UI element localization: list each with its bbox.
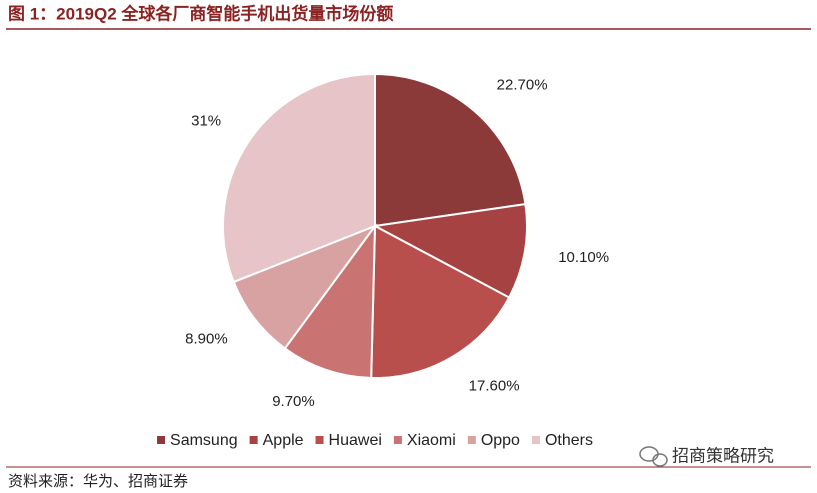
pie-slice xyxy=(232,223,378,350)
legend-swatch xyxy=(315,436,324,444)
legend-swatch xyxy=(467,436,476,444)
watermark-icon xyxy=(639,446,668,467)
chart-title: 图 1：2019Q2 全球各厂商智能手机出货量市场份额 xyxy=(8,3,393,23)
pie-slice xyxy=(283,222,377,379)
pie-slice xyxy=(222,72,376,284)
data-label: 22.70% xyxy=(497,76,548,93)
legend-label: Xiaomi xyxy=(407,432,456,449)
pie-slice xyxy=(370,224,511,379)
data-label: 8.90% xyxy=(185,331,228,348)
legend-swatch xyxy=(531,436,540,444)
legend-label: Oppo xyxy=(481,432,520,449)
legend-label: Others xyxy=(545,432,593,449)
data-label: 9.70% xyxy=(272,393,315,410)
pie-slice xyxy=(374,72,527,228)
legend-swatch xyxy=(157,436,166,444)
legend-label: Huawei xyxy=(329,432,382,449)
source: 资料来源：华为、招商证券 xyxy=(8,473,188,490)
legend-label: Samsung xyxy=(170,432,238,449)
data-label: 10.10% xyxy=(558,249,609,266)
pie-slice xyxy=(371,202,528,299)
watermark: 招商策略研究 xyxy=(672,446,774,465)
data-label: 31% xyxy=(191,112,221,129)
legend-swatch xyxy=(393,436,402,444)
data-label: 17.60% xyxy=(469,378,520,395)
legend-swatch xyxy=(249,436,258,444)
legend-label: Apple xyxy=(263,432,304,449)
